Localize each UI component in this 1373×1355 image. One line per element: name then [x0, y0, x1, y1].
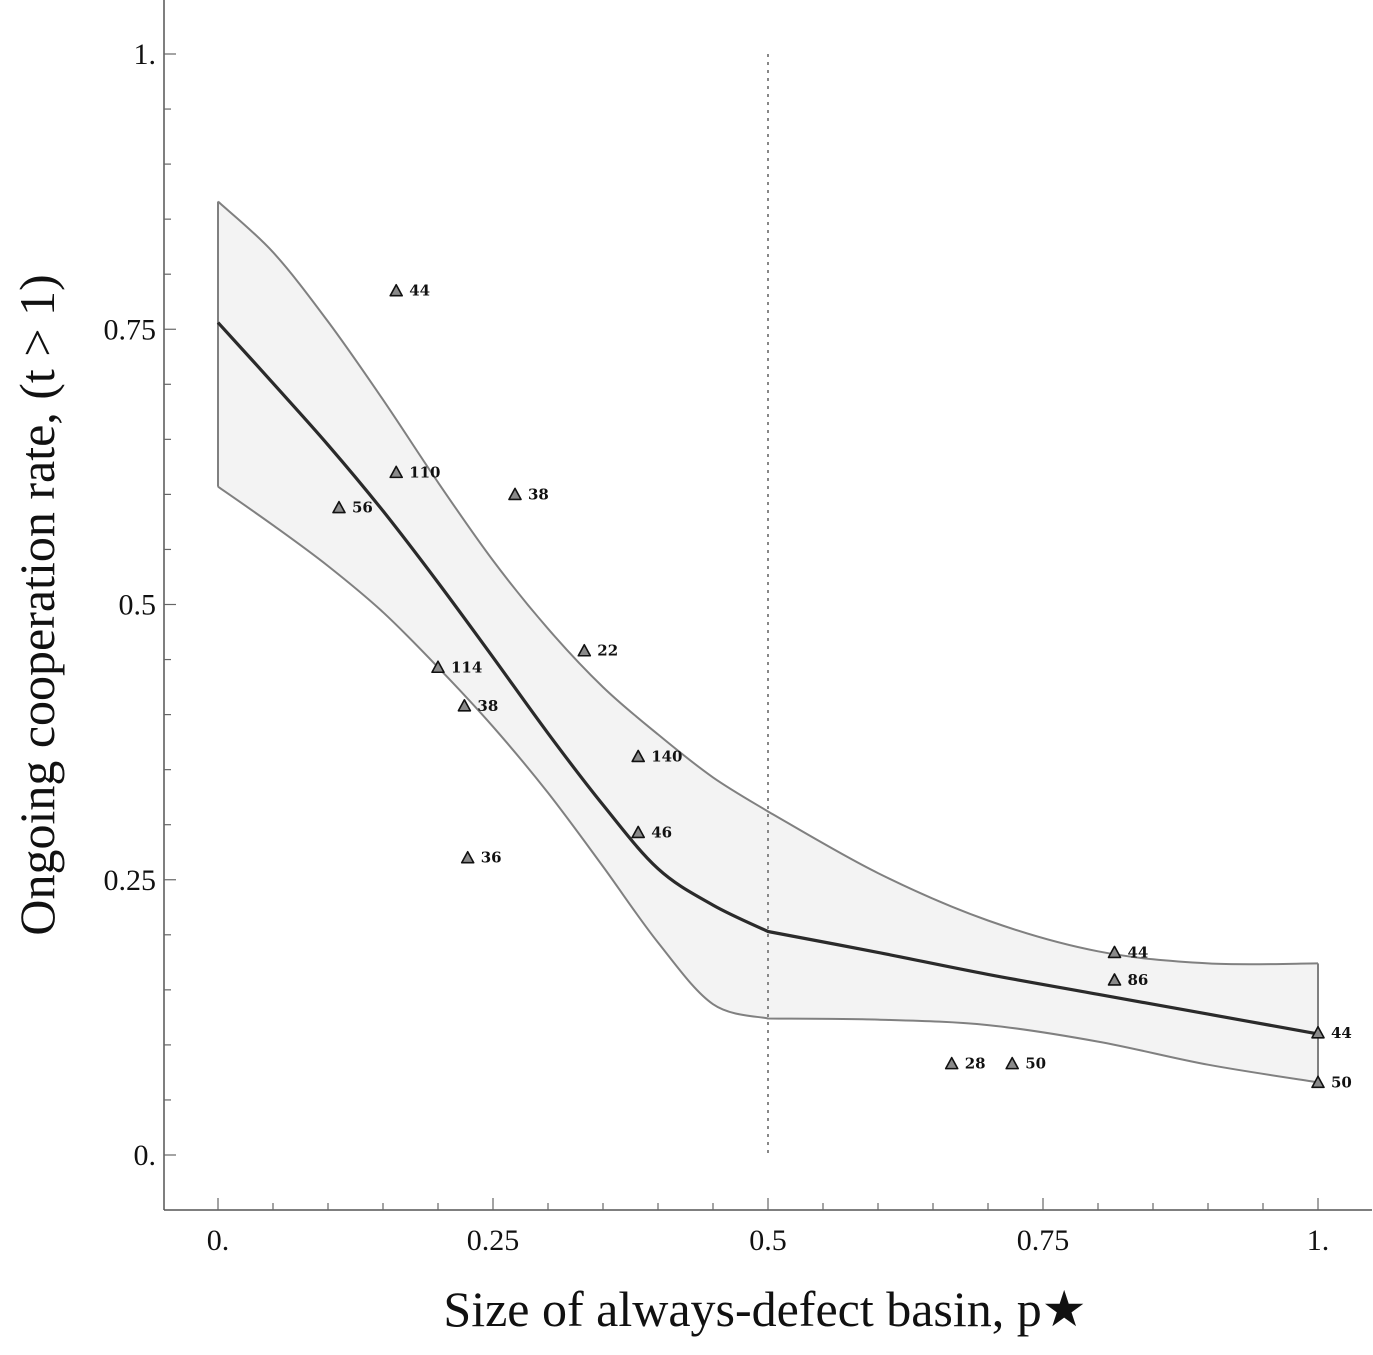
point-label: 38 — [528, 485, 549, 503]
point-label: 140 — [651, 747, 682, 765]
point-label: 22 — [597, 642, 618, 660]
data-point — [389, 465, 403, 479]
y-axis-title: Ongoing cooperation rate, (t > 1) — [9, 274, 65, 935]
confidence-band-layer — [217, 200, 1319, 1084]
point-label: 38 — [477, 697, 498, 715]
data-point — [577, 643, 592, 657]
x-axis-title: Size of always-defect basin, p★ — [443, 1281, 1086, 1337]
x-tick-label: 0. — [207, 1224, 230, 1257]
x-tick-label: 0.75 — [1017, 1224, 1070, 1257]
x-tick-label: 0.5 — [749, 1224, 787, 1257]
y-tick-label: 0.5 — [119, 589, 157, 622]
point-label: 86 — [1128, 971, 1149, 989]
data-point — [431, 660, 445, 674]
y-tick-label: 1. — [134, 38, 157, 71]
x-tick-label: 0.25 — [467, 1224, 520, 1257]
data-point — [1005, 1056, 1019, 1070]
point-label: 28 — [965, 1055, 986, 1073]
y-tick-label: 0.25 — [104, 864, 157, 897]
data-point — [631, 825, 645, 839]
data-point — [457, 698, 472, 712]
y-tick-label: 0.75 — [104, 313, 157, 346]
fit-line — [216, 321, 1319, 1036]
data-point — [389, 283, 403, 297]
axis-titles-layer: Size of always-defect basin, p★ Ongoing … — [9, 274, 1087, 1337]
point-label: 50 — [1025, 1055, 1046, 1073]
point-label: 44 — [409, 282, 430, 300]
point-label: 56 — [352, 499, 373, 517]
point-label: 114 — [451, 658, 482, 676]
confidence-band-lower — [217, 485, 1319, 1084]
y-tick-label: 0. — [134, 1139, 157, 1172]
data-point — [332, 500, 346, 514]
data-point — [1311, 1025, 1325, 1039]
data-point — [631, 749, 645, 763]
data-point — [508, 487, 522, 501]
points-layer: 44 110 56 38 22 114 38 140 46 36 44 86 44 28 50 50 — [332, 282, 1352, 1091]
point-label: 44 — [1128, 943, 1149, 961]
point-label: 44 — [1331, 1024, 1352, 1042]
point-label: 50 — [1331, 1073, 1352, 1091]
axes-layer: 0. 0.25 0.5 0.75 1. 0. 0.25 0.5 0.75 1. — [104, 0, 1372, 1257]
data-point — [1107, 945, 1122, 959]
x-tick-label: 1. — [1307, 1224, 1330, 1257]
point-label: 46 — [651, 823, 672, 841]
fit-line-layer — [216, 321, 1319, 1036]
data-point — [944, 1056, 959, 1070]
data-point — [1311, 1075, 1325, 1089]
confidence-band-upper — [217, 200, 1319, 966]
confidence-band-fill — [218, 201, 1318, 1083]
point-label: 110 — [409, 463, 440, 481]
point-label: 36 — [481, 849, 502, 867]
data-point — [460, 850, 475, 864]
data-point — [1107, 973, 1122, 986]
